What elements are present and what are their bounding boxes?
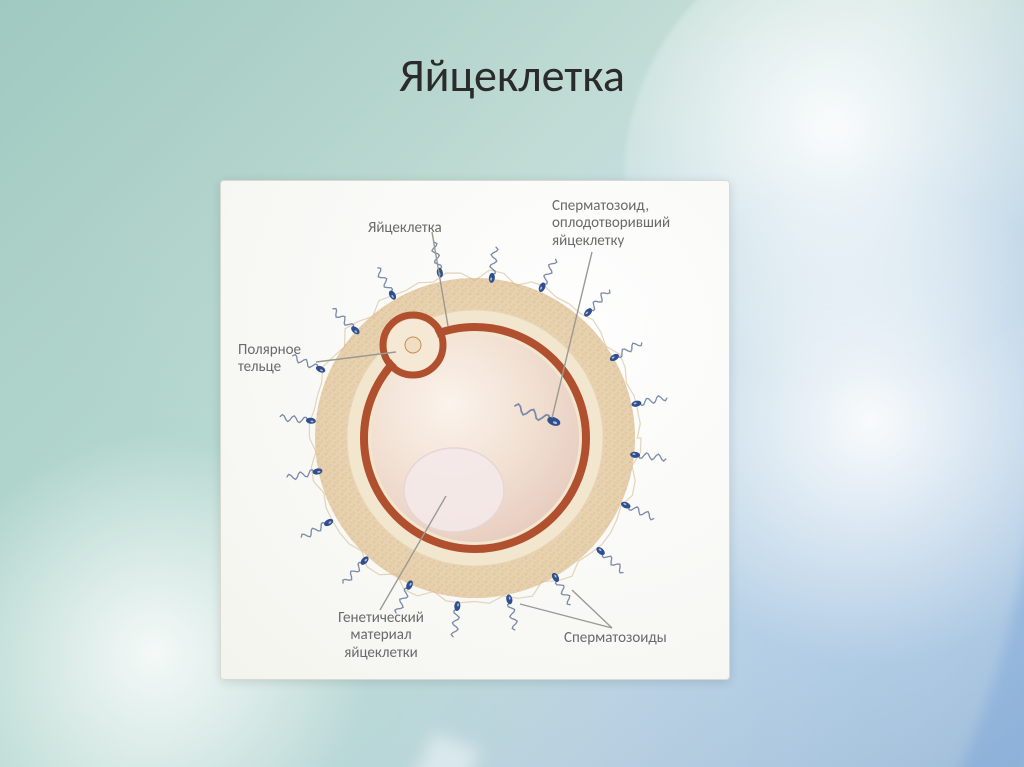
label-sperms: Сперматозоиды — [564, 630, 714, 647]
label-fertilizing-sperm: Сперматозоид,оплодотворившийяйцеклетку — [552, 198, 722, 250]
label-egg: Яйцеклетка — [368, 220, 478, 237]
diagram-panel: Яйцеклетка Сперматозоид,оплодотворившийя… — [220, 180, 730, 680]
label-polar-body: Полярноетельце — [238, 342, 328, 377]
egg-diagram-svg — [220, 180, 730, 680]
label-genetic-material: Генетическийматериаляйцеклетки — [316, 610, 446, 662]
page-title: Яйцеклетка — [0, 48, 1024, 104]
slide: Яйцеклетка Яйцеклетка Сперматозоид,оплод… — [0, 0, 1024, 767]
